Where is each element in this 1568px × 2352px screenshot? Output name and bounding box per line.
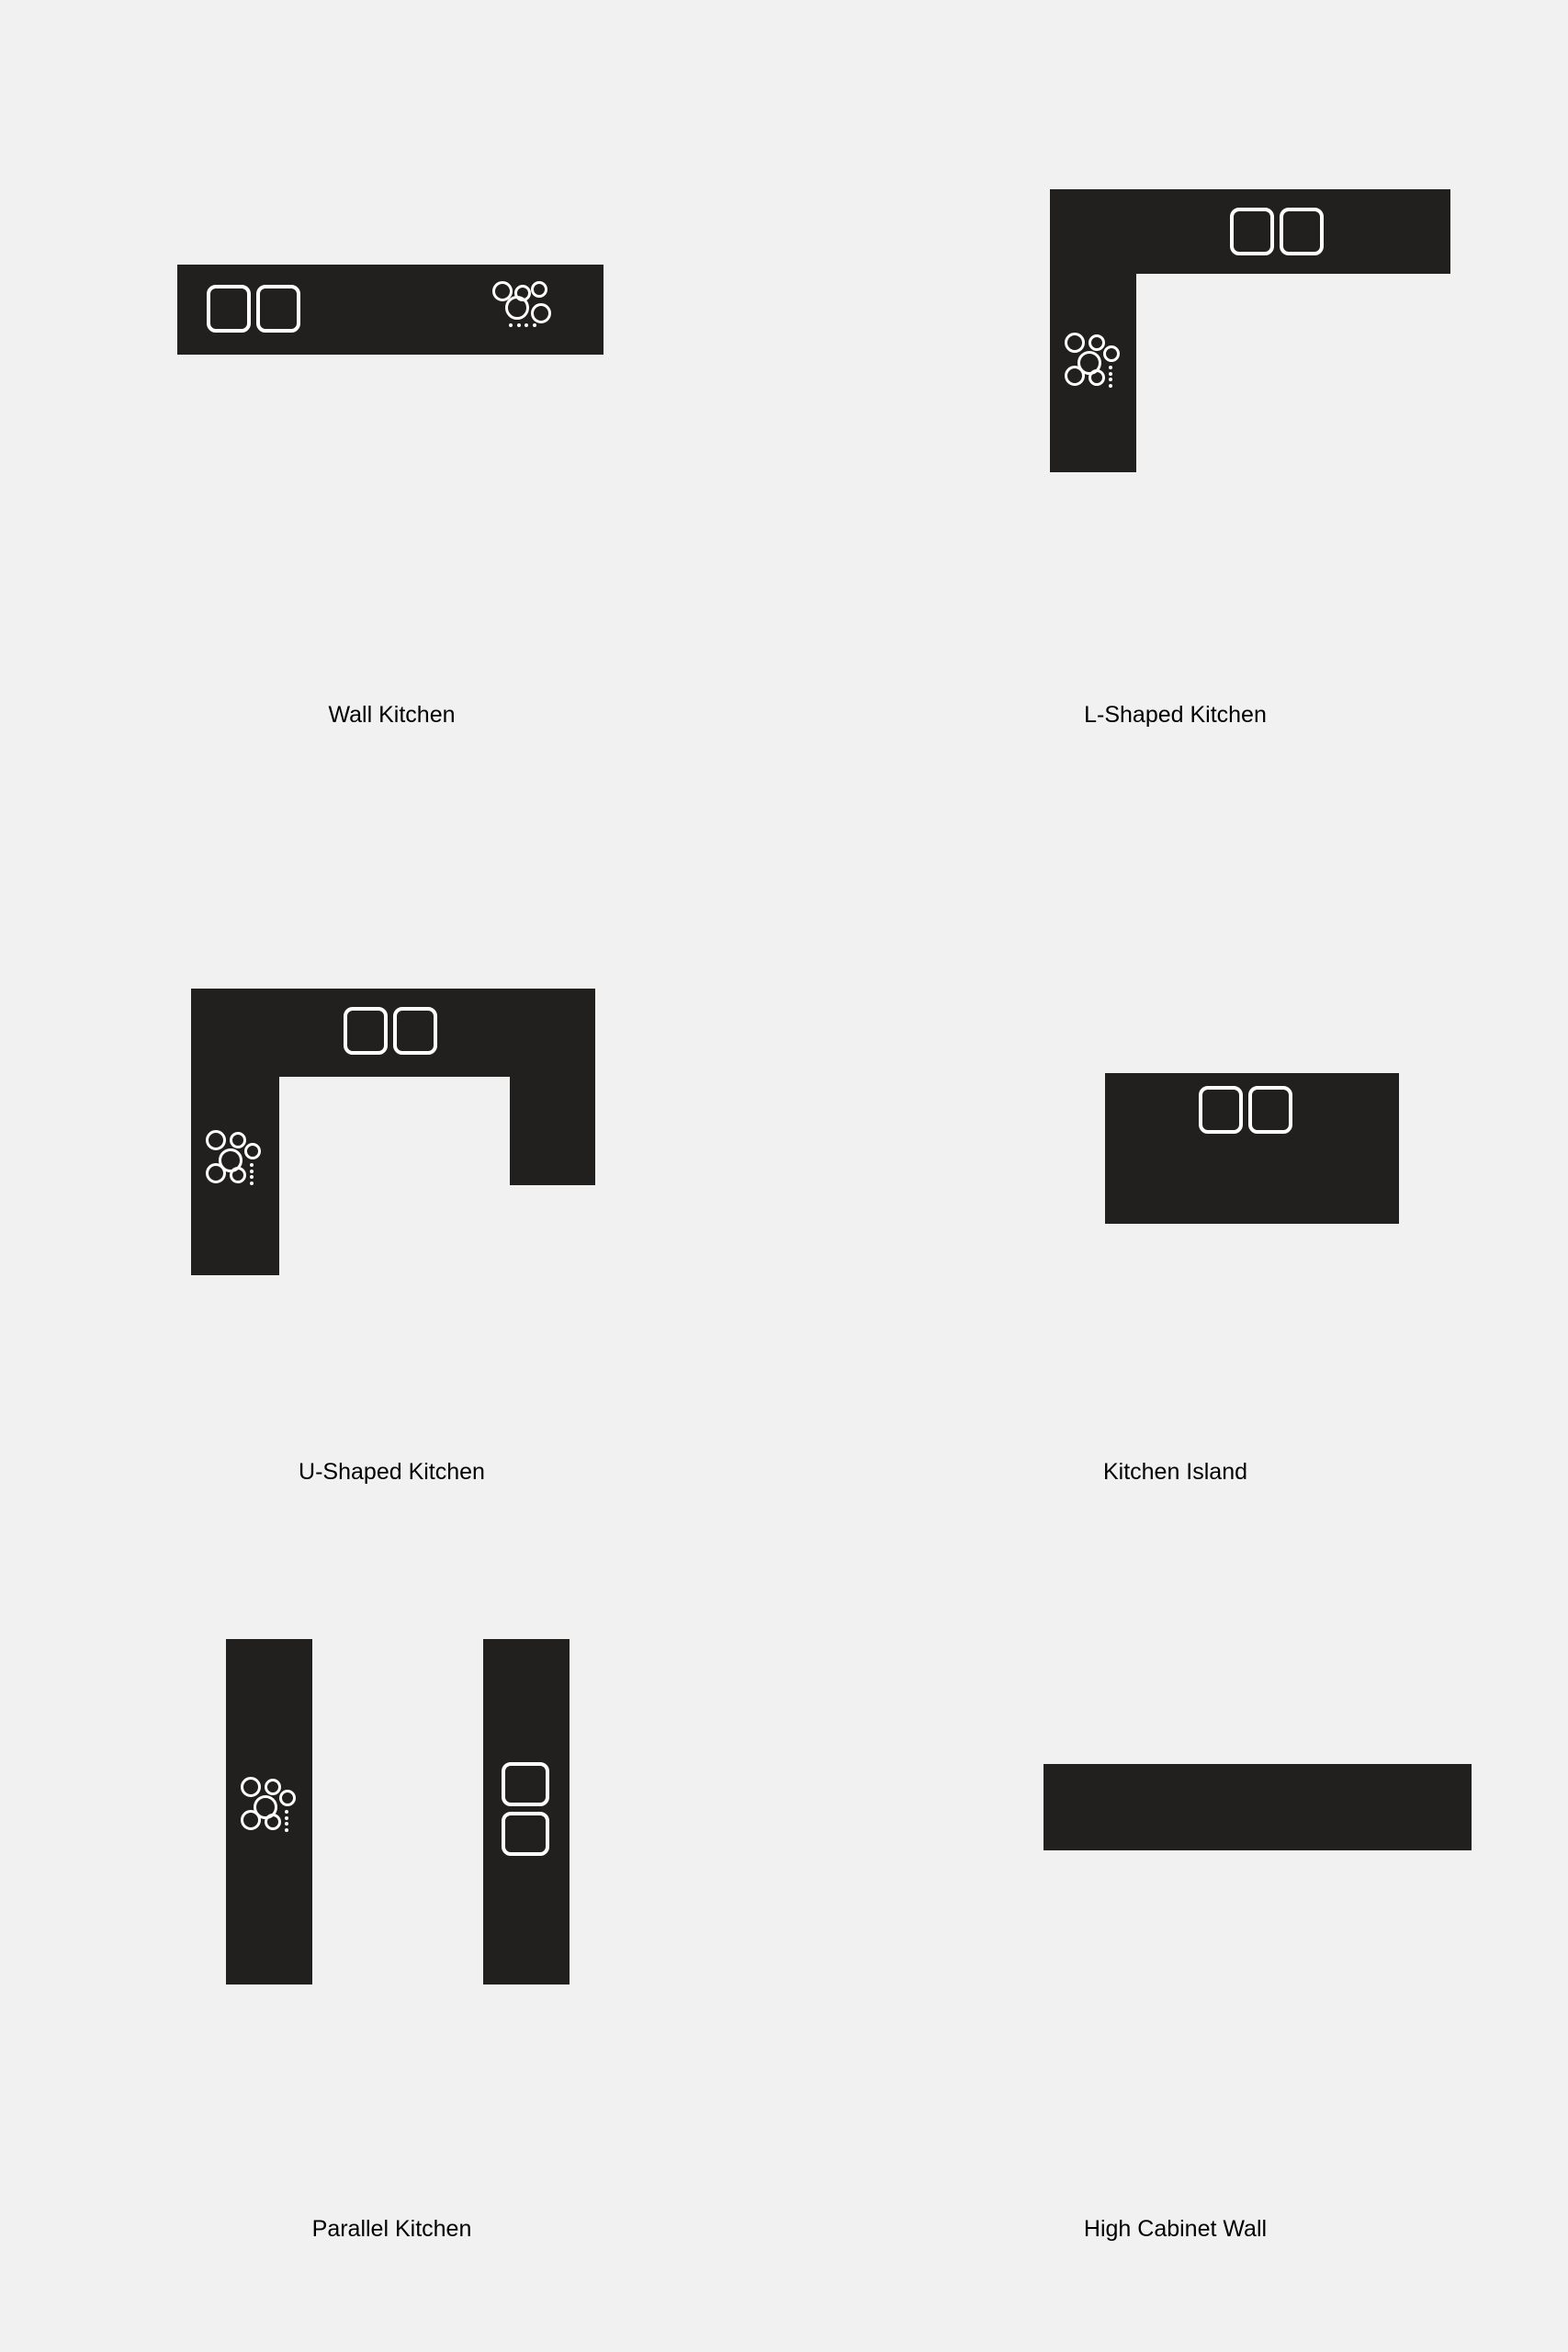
sink-icon (1199, 1086, 1292, 1134)
layout-label: Wall Kitchen (0, 702, 784, 729)
hob-icon (492, 279, 557, 336)
counter-block (510, 989, 595, 1185)
layout-parallel[interactable]: Parallel Kitchen (0, 1639, 784, 2243)
hob-icon (239, 1777, 303, 1834)
layout-diagram (0, 882, 784, 1378)
layout-diagram (784, 125, 1567, 621)
layout-diagram (784, 1639, 1567, 2135)
layout-label: Parallel Kitchen (0, 2216, 784, 2243)
hob-icon (1063, 333, 1127, 390)
layout-u-shaped[interactable]: U-Shaped Kitchen (0, 882, 784, 1486)
sink-icon (502, 1762, 549, 1856)
layout-label: Kitchen Island (784, 1459, 1567, 1486)
layout-wall[interactable]: Wall Kitchen (0, 125, 784, 729)
counter-block (1043, 1764, 1472, 1850)
layout-label: U-Shaped Kitchen (0, 1459, 784, 1486)
sink-icon (1230, 208, 1324, 255)
layout-label: High Cabinet Wall (784, 2216, 1567, 2243)
layout-l-shaped[interactable]: L-Shaped Kitchen (784, 125, 1567, 729)
sink-icon (344, 1007, 437, 1055)
counter-block (1050, 189, 1136, 472)
layout-island[interactable]: Kitchen Island (784, 882, 1567, 1486)
layout-diagram (784, 882, 1567, 1378)
layout-label: L-Shaped Kitchen (784, 702, 1567, 729)
layout-diagram (0, 125, 784, 621)
hob-icon (204, 1130, 268, 1187)
layout-diagram (0, 1639, 784, 2135)
layout-high-cabinet[interactable]: High Cabinet Wall (784, 1639, 1567, 2243)
sink-icon (207, 285, 300, 333)
